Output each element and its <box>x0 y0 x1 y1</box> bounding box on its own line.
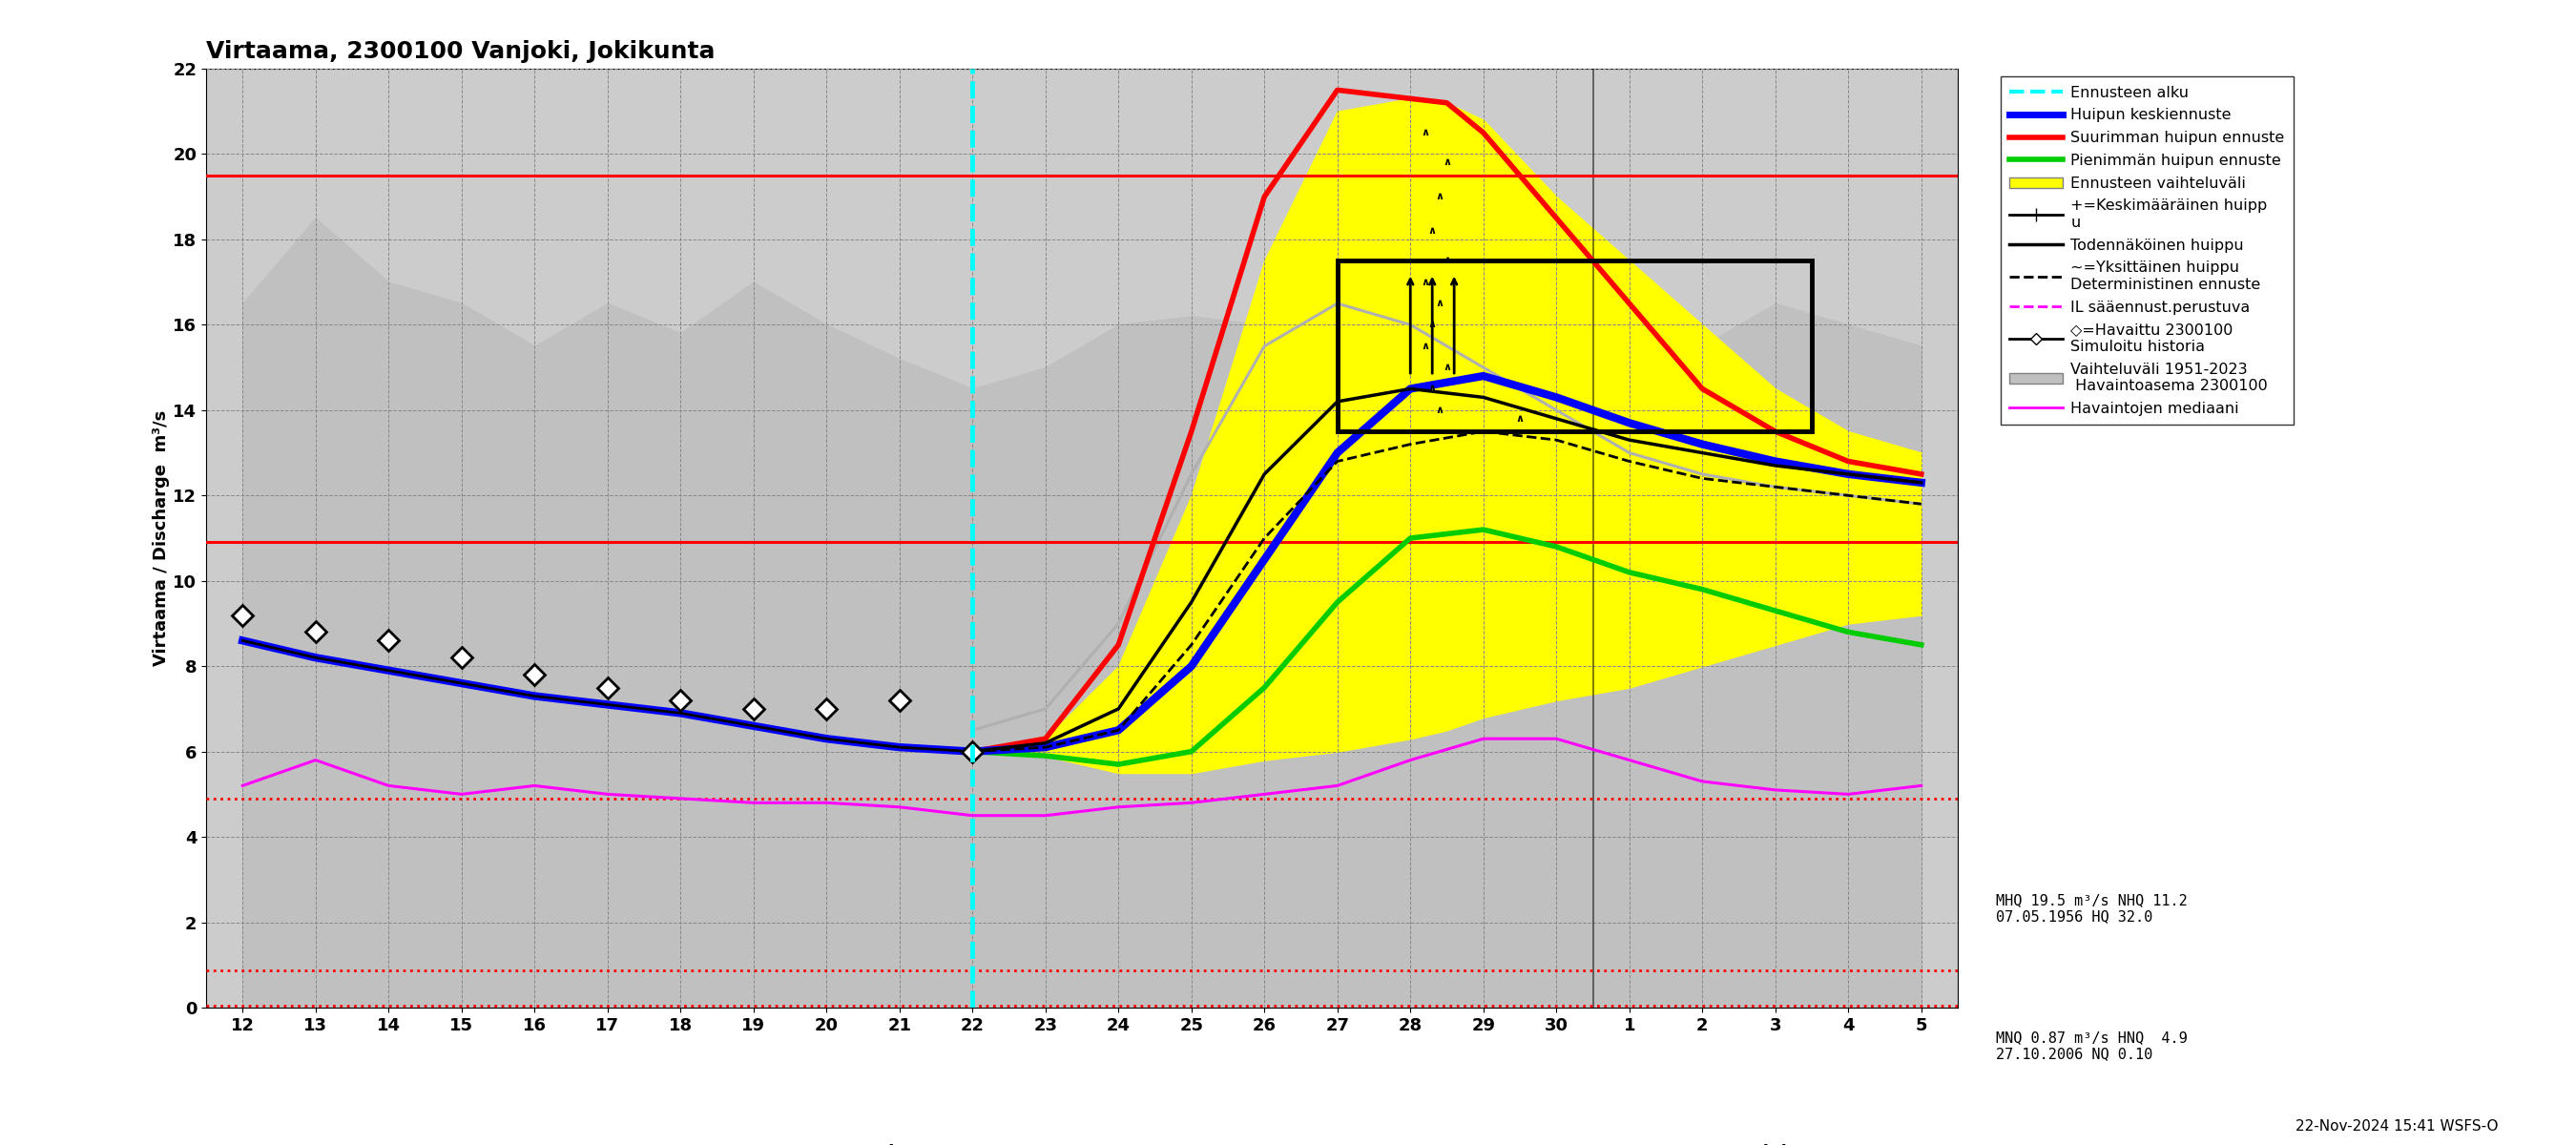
Text: ∧: ∧ <box>1443 363 1450 372</box>
Legend: Ennusteen alku, Huipun keskiennuste, Suurimman huipun ennuste, Pienimmän huipun : Ennusteen alku, Huipun keskiennuste, Suu… <box>2002 77 2293 425</box>
Text: ∧: ∧ <box>1435 192 1443 202</box>
Text: ∧: ∧ <box>1435 405 1443 414</box>
Text: ∧: ∧ <box>1427 384 1437 394</box>
Text: Virtaama, 2300100 Vanjoki, Jokikunta: Virtaama, 2300100 Vanjoki, Jokikunta <box>206 40 716 63</box>
Text: ∧: ∧ <box>1443 256 1450 266</box>
Text: ∧: ∧ <box>1419 128 1430 137</box>
Text: ∧: ∧ <box>1515 413 1525 424</box>
Text: ∧: ∧ <box>1427 226 1437 236</box>
Text: MNQ 0.87 m³/s HNQ  4.9
27.10.2006 NQ 0.10: MNQ 0.87 m³/s HNQ 4.9 27.10.2006 NQ 0.10 <box>1996 1030 2187 1061</box>
Y-axis label: Virtaama / Discharge  m³/s: Virtaama / Discharge m³/s <box>152 410 170 666</box>
Text: ∧: ∧ <box>1419 277 1430 287</box>
Text: 22-Nov-2024 15:41 WSFS-O: 22-Nov-2024 15:41 WSFS-O <box>2295 1120 2499 1134</box>
Text: MHQ 19.5 m³/s NHQ 11.2
07.05.1956 HQ 32.0: MHQ 19.5 m³/s NHQ 11.2 07.05.1956 HQ 32.… <box>1996 893 2187 924</box>
Text: ∧: ∧ <box>1589 427 1597 436</box>
Text: ∧: ∧ <box>1419 341 1430 350</box>
Bar <box>1337 261 1811 432</box>
Text: ∧: ∧ <box>1427 319 1437 330</box>
Text: ∧: ∧ <box>1435 299 1443 308</box>
Text: ∧: ∧ <box>1443 158 1450 167</box>
